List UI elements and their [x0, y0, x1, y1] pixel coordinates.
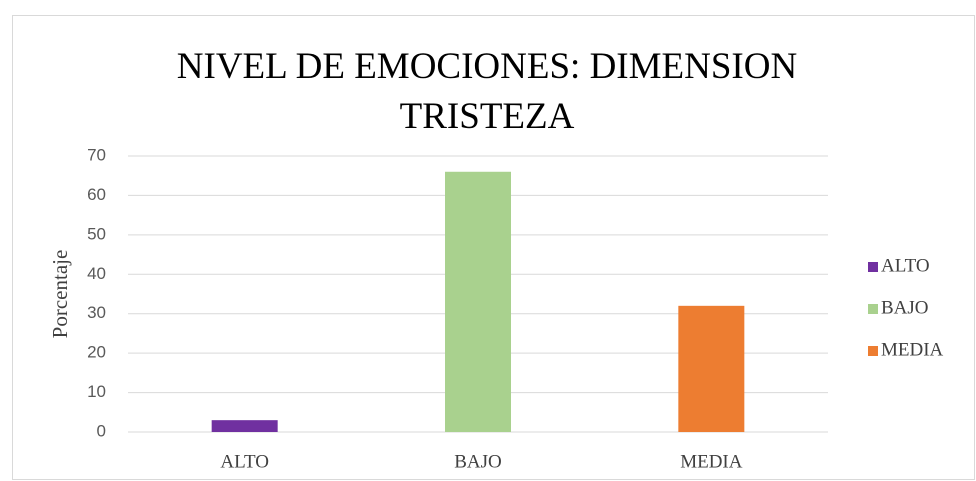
x-tick-label: ALTO	[220, 451, 269, 472]
legend-swatch	[868, 346, 878, 356]
x-tick-label: BAJO	[454, 451, 502, 472]
bar	[445, 171, 511, 432]
legend-swatch	[868, 262, 878, 272]
y-tick-label: 20	[87, 343, 106, 362]
chart-border	[12, 15, 975, 480]
y-tick-label: 40	[87, 264, 106, 283]
chart-title: NIVEL DE EMOCIONES: DIMENSION TRISTEZA	[176, 46, 798, 137]
legend-label: MEDIA	[881, 339, 944, 360]
y-tick-label: 60	[87, 185, 106, 204]
y-tick-label: 70	[87, 145, 106, 164]
legend-swatch	[868, 304, 878, 314]
y-tick-label: 10	[87, 382, 106, 401]
legend-label: BAJO	[881, 297, 929, 318]
legend-label: ALTO	[881, 255, 930, 276]
bar	[211, 420, 278, 432]
y-tick-label: 50	[87, 224, 106, 243]
y-tick-label: 0	[97, 421, 106, 440]
x-tick-label: MEDIA	[680, 451, 743, 472]
y-axis-label: Porcentaje	[48, 250, 72, 339]
y-tick-label: 30	[87, 303, 106, 322]
bar	[678, 305, 745, 432]
